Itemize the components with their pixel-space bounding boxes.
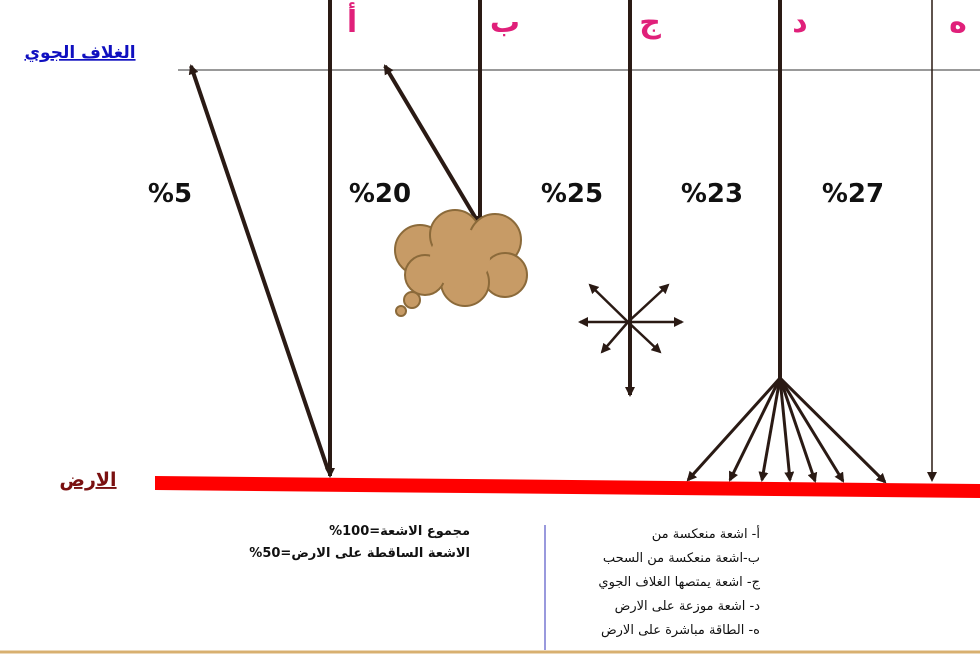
total-line: الاشعة الساقطة على الارض=50% (249, 546, 470, 561)
ray-percent: %5 (148, 179, 192, 209)
legend-line: ه- الطاقة مباشرة على الارض (601, 623, 760, 638)
earth-line (155, 476, 980, 498)
ray (191, 66, 328, 470)
ray-percent: %27 (822, 179, 884, 209)
total-line: مجموع الاشعة=100% (329, 524, 470, 539)
legend: أ- اشعة منعكسة من ب-اشعة منعكسة من السحب ج… (598, 525, 760, 638)
cloud (395, 210, 527, 316)
ray-letter: ه (949, 5, 967, 40)
legend-line: أ- اشعة منعكسة من (652, 525, 760, 542)
totals: مجموع الاشعة=100% الاشعة الساقطة على الار… (249, 524, 470, 561)
ray-letter: أ (347, 2, 357, 40)
ray-percent: %25 (541, 179, 603, 209)
legend-line: ب-اشعة منعكسة من السحب (603, 551, 760, 566)
ray-letter: ج (639, 5, 661, 40)
ray-letter: د (792, 5, 807, 40)
body: الغلاف الجوي الارض أ %5 ب %20 ج %25 د %23 ه %27 م… (0, 0, 980, 654)
fan (688, 378, 885, 482)
diagram: الغلاف الجوي الارض أ %5 ب %20 ج %25 د %23 ه %27 م… (0, 0, 980, 654)
earth-label: الارض (59, 469, 116, 491)
ray-percent: %20 (349, 179, 411, 209)
ray-labels: أ %5 ب %20 ج %25 د %23 ه %27 (148, 2, 967, 209)
legend-line: د- اشعة موزعة على الارض (615, 599, 761, 614)
ray-percent: %23 (681, 179, 743, 209)
page: {"labels":{"atmosphere":"الغلاف الجوي","… (0, 0, 980, 654)
ray-letter: ب (490, 5, 520, 40)
legend-line: ج- اشعة يمتصها الغلاف الجوي (598, 575, 760, 590)
atmosphere-label: الغلاف الجوي (24, 43, 135, 63)
